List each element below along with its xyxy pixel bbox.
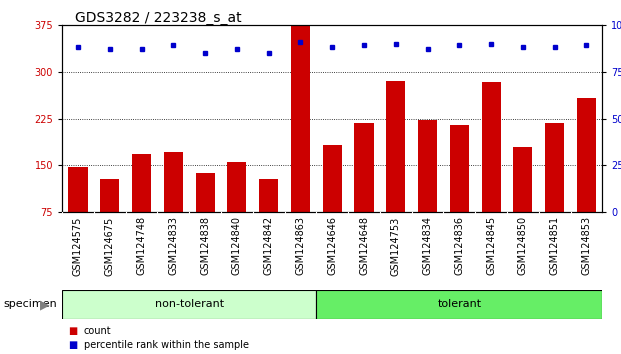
Text: GSM124842: GSM124842 <box>264 216 274 275</box>
Text: GSM124833: GSM124833 <box>168 216 178 275</box>
Text: GSM124753: GSM124753 <box>391 216 401 275</box>
Text: GSM124646: GSM124646 <box>327 216 337 275</box>
Bar <box>545 123 564 212</box>
Bar <box>418 120 437 212</box>
Text: GSM124840: GSM124840 <box>232 216 242 275</box>
Bar <box>316 290 602 319</box>
Text: GSM124851: GSM124851 <box>550 216 560 275</box>
Bar <box>323 145 342 212</box>
Text: GSM124836: GSM124836 <box>455 216 465 275</box>
Bar <box>386 81 406 212</box>
Text: non-tolerant: non-tolerant <box>155 299 224 309</box>
Bar <box>227 162 247 212</box>
Text: GSM124850: GSM124850 <box>518 216 528 275</box>
Text: GSM124853: GSM124853 <box>581 216 591 275</box>
Text: GSM124845: GSM124845 <box>486 216 496 275</box>
Text: tolerant: tolerant <box>437 299 481 309</box>
Text: specimen: specimen <box>3 299 57 309</box>
Text: ▶: ▶ <box>40 298 50 311</box>
Bar <box>68 167 88 212</box>
Text: count: count <box>84 326 111 336</box>
Bar <box>577 98 596 212</box>
Text: GSM124675: GSM124675 <box>105 216 115 275</box>
Text: GSM124748: GSM124748 <box>137 216 147 275</box>
Bar <box>514 147 532 212</box>
Bar <box>355 123 374 212</box>
Bar <box>291 25 310 212</box>
Text: GSM124863: GSM124863 <box>296 216 306 275</box>
Bar <box>259 179 278 212</box>
Bar <box>196 173 215 212</box>
Bar <box>100 179 119 212</box>
Bar <box>132 154 151 212</box>
Text: percentile rank within the sample: percentile rank within the sample <box>84 340 249 350</box>
Text: GDS3282 / 223238_s_at: GDS3282 / 223238_s_at <box>75 11 241 25</box>
Bar <box>450 125 469 212</box>
Text: GSM124834: GSM124834 <box>422 216 433 275</box>
Text: GSM124838: GSM124838 <box>200 216 210 275</box>
Bar <box>164 152 183 212</box>
Bar <box>482 82 501 212</box>
Text: GSM124575: GSM124575 <box>73 216 83 276</box>
Bar <box>62 290 316 319</box>
Text: ■: ■ <box>68 326 78 336</box>
Text: ■: ■ <box>68 340 78 350</box>
Text: GSM124648: GSM124648 <box>359 216 369 275</box>
